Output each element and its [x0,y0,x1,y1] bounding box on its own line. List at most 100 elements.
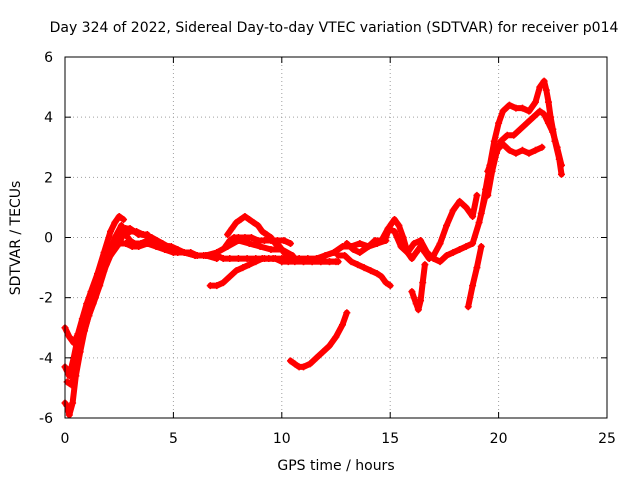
data-point [284,258,292,266]
axes: 0 5 10 15 20 25 -6 -4 -2 0 2 4 6 [39,50,616,447]
data-point [117,221,125,229]
data-point [276,243,284,251]
data-point [254,221,262,229]
data-point [436,258,444,266]
data-point [360,264,368,272]
data-point [536,107,544,115]
data-point [443,221,451,229]
data-point [260,237,268,245]
data-point [477,209,485,217]
data-point [226,237,234,245]
data-point [68,381,76,389]
x-tick-label: 20 [490,431,508,447]
data-point [273,237,281,245]
data-point [462,203,470,211]
data-point [234,234,242,241]
data-point [76,342,84,350]
data-point [254,237,262,245]
data-point [291,255,299,263]
data-point [128,243,136,251]
data-point [130,227,138,235]
data-point [104,255,112,263]
data-point [443,252,451,260]
data-point [410,294,418,302]
data-point [484,167,492,175]
data-point [343,240,351,248]
data-point [421,249,429,257]
data-point [386,221,394,229]
x-tick-label: 0 [61,431,70,447]
data-point [334,252,342,260]
series-track-12 [382,191,481,263]
series-track-14 [464,243,485,311]
data-point [325,258,333,266]
data-point [169,246,177,254]
data-point [65,333,73,341]
data-point [115,212,123,220]
y-axis-label: SDTVAR / TECUs [8,181,24,296]
data-point [312,354,320,362]
data-series [61,77,565,419]
data-point [356,240,364,248]
data-point [391,215,399,223]
series-track-17 [484,140,546,175]
data-point [475,218,483,226]
data-point [81,327,89,335]
data-point [505,101,513,109]
data-point [339,321,347,329]
data-point [512,104,520,112]
data-point [286,357,294,365]
data-point [499,107,507,115]
data-point [299,363,307,371]
data-point [356,249,364,257]
data-point [542,86,550,94]
data-point [239,264,247,272]
data-point [371,237,379,245]
data-point [540,77,548,85]
data-point [72,366,80,374]
data-point [143,240,151,248]
data-point [267,237,275,245]
data-point [224,230,232,238]
data-point [308,258,316,266]
data-point [232,267,240,275]
y-tick-label: -2 [39,291,53,307]
data-point [330,249,338,257]
data-point [436,240,444,248]
data-point [469,212,477,220]
data-point [165,243,173,251]
data-point [516,125,524,133]
data-point [503,131,511,139]
plot-frame [64,56,608,419]
data-point [557,170,565,178]
data-point [417,237,425,245]
data-point [256,243,264,251]
data-point [280,249,288,257]
data-point [490,137,498,145]
data-point [404,249,412,257]
data-point [291,360,299,368]
series-track-4 [63,240,221,389]
data-point [525,149,533,157]
data-point [421,261,429,269]
data-point [505,146,513,154]
data-point [219,279,227,287]
data-point [518,146,526,154]
data-point [202,252,210,260]
data-point [339,243,347,251]
data-point [234,255,242,263]
data-point [247,234,255,241]
data-point [89,300,97,308]
series-track-9 [286,309,351,371]
data-point [365,243,373,251]
data-point [473,191,481,199]
data-point [65,411,73,419]
data-point [499,140,507,148]
data-point [456,246,464,254]
data-point [278,258,286,266]
data-point [417,243,425,251]
data-point [417,297,425,305]
data-point [148,237,156,245]
series-track-5 [100,224,182,275]
data-point [518,104,526,112]
